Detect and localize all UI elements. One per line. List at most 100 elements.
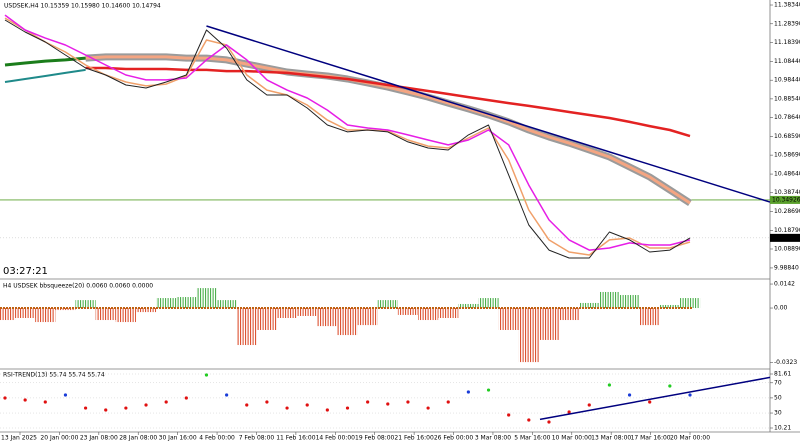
x-tick-label: 3 Mar 08:00 [475, 435, 511, 442]
y-tick-label: 11.38340 [774, 2, 800, 9]
histogram-bar [115, 308, 136, 323]
x-tick-label: 17 Mar 16:00 [631, 435, 671, 442]
indicator-line [85, 55, 691, 205]
indicator-line [85, 66, 691, 138]
rsi-dot [587, 403, 591, 407]
rsi-dot [627, 393, 632, 397]
histogram-bar [498, 308, 519, 330]
histogram-bar [518, 308, 539, 363]
y-tick-label: 10.78640 [774, 114, 800, 121]
indicator-line [4, 17, 691, 256]
rsi-dot [104, 408, 108, 412]
histogram-bar [0, 308, 16, 321]
x-tick-label: 5 Mar 16:00 [514, 435, 550, 442]
rsi-dot [648, 400, 652, 404]
x-tick-label: 21 Feb 16:00 [394, 435, 434, 442]
rsi-dot [225, 393, 229, 397]
last-price-label: 10.14794 [772, 234, 800, 241]
y-tick-label: 10.68590 [774, 133, 800, 140]
x-tick-label: 11 Feb 16:00 [276, 435, 316, 442]
level-label-box [770, 195, 800, 204]
y-tick-label: 10.48640 [774, 171, 800, 178]
x-tick-label: 26 Feb 00:00 [434, 435, 474, 442]
last-price-box [770, 233, 800, 242]
y-tick-label: 11.28390 [774, 20, 800, 27]
rsi-dot [83, 406, 88, 410]
rsi-dot [3, 396, 7, 400]
histogram-bar [55, 308, 76, 311]
clock: 03:27:21 [3, 266, 48, 277]
histogram-bar [559, 308, 580, 321]
histogram-bar [619, 295, 640, 309]
histogram-bar [579, 302, 600, 309]
y-tick-label: 10.08890 [774, 245, 800, 252]
y-tick-label: 10.21 [774, 424, 791, 431]
histogram-bar [538, 308, 560, 340]
histogram-bar [337, 308, 358, 336]
y-tick-label: 11.18390 [774, 39, 800, 46]
y-tick-label: 0.0142 [774, 281, 795, 288]
rsi-dot [265, 400, 269, 404]
rsi-dot [446, 400, 450, 404]
rsi-dot [486, 388, 491, 392]
y-tick-label: 11.08440 [774, 58, 800, 65]
rsi-dot [305, 403, 309, 407]
symbol-header: USDSEK,H4 10.15359 10.15980 10.14600 10.… [4, 3, 161, 10]
y-tick-label: 10.58690 [774, 152, 800, 159]
rsi-dot [567, 410, 571, 414]
histogram-bar [15, 308, 36, 318]
rsi-dot [325, 408, 329, 412]
rsi-dot [204, 373, 209, 377]
histogram-bar [478, 298, 499, 309]
histogram-bar [236, 308, 257, 346]
histogram-bar [276, 308, 298, 318]
rsi-dot [345, 406, 350, 410]
rsi-dot [184, 396, 188, 400]
x-tick-label: 13 Jan 2025 [1, 435, 37, 442]
x-tick-label: 30 Jan 16:00 [159, 435, 197, 442]
histogram-bar [35, 308, 56, 323]
y-tick-label: 10.18790 [774, 227, 800, 234]
y-tick-label: 10.88540 [774, 95, 800, 102]
rsi-dot [124, 406, 128, 410]
indicator-line [4, 19, 691, 259]
x-tick-label: 14 Feb 00:00 [316, 435, 356, 442]
indicator-line [4, 68, 86, 83]
rsi-dot [668, 384, 672, 388]
y-tick-label: 10.28690 [774, 208, 800, 215]
histogram-bar [659, 304, 680, 309]
x-tick-label: 13 Mar 08:00 [591, 435, 631, 442]
rsi-dot [23, 398, 27, 402]
y-tick-label: 10.98440 [774, 77, 800, 84]
histogram-bar [418, 308, 439, 321]
histogram-bar [397, 308, 419, 315]
x-tick-label: 10 Mar 00:00 [552, 435, 592, 442]
rsi-dot [164, 400, 168, 404]
histogram-bar [135, 308, 157, 313]
rsi-dot [144, 403, 148, 407]
rsi-dot [466, 390, 470, 394]
histogram-bar [438, 308, 459, 318]
x-tick-label: 19 Feb 08:00 [355, 435, 395, 442]
y-tick-label: 0.00 [774, 305, 788, 312]
y-tick-label: 10.38740 [774, 189, 800, 196]
trendline [206, 25, 771, 203]
rsi-dot [507, 413, 511, 417]
rsi-dot [406, 400, 410, 404]
y-tick-label: 30 [774, 410, 782, 417]
rsi-dot [386, 402, 390, 406]
histogram-bar [176, 297, 197, 309]
histogram-bar [377, 300, 398, 309]
rsi-dot [688, 393, 692, 397]
trendline [539, 376, 771, 421]
x-tick-label: 20 Mar 00:00 [670, 435, 710, 442]
indicator-title: H4 USDSEK bbsqueeze(20) 0.0060 0.0060 0.… [3, 283, 153, 290]
histogram-bar [679, 298, 701, 309]
y-tick-label: 81.61 [774, 371, 791, 378]
rsi-dot [366, 400, 370, 404]
histogram-bar [357, 308, 378, 326]
histogram-bar [599, 291, 620, 309]
rsi-dot [527, 418, 531, 422]
level-label: 10.34926 [772, 196, 800, 203]
